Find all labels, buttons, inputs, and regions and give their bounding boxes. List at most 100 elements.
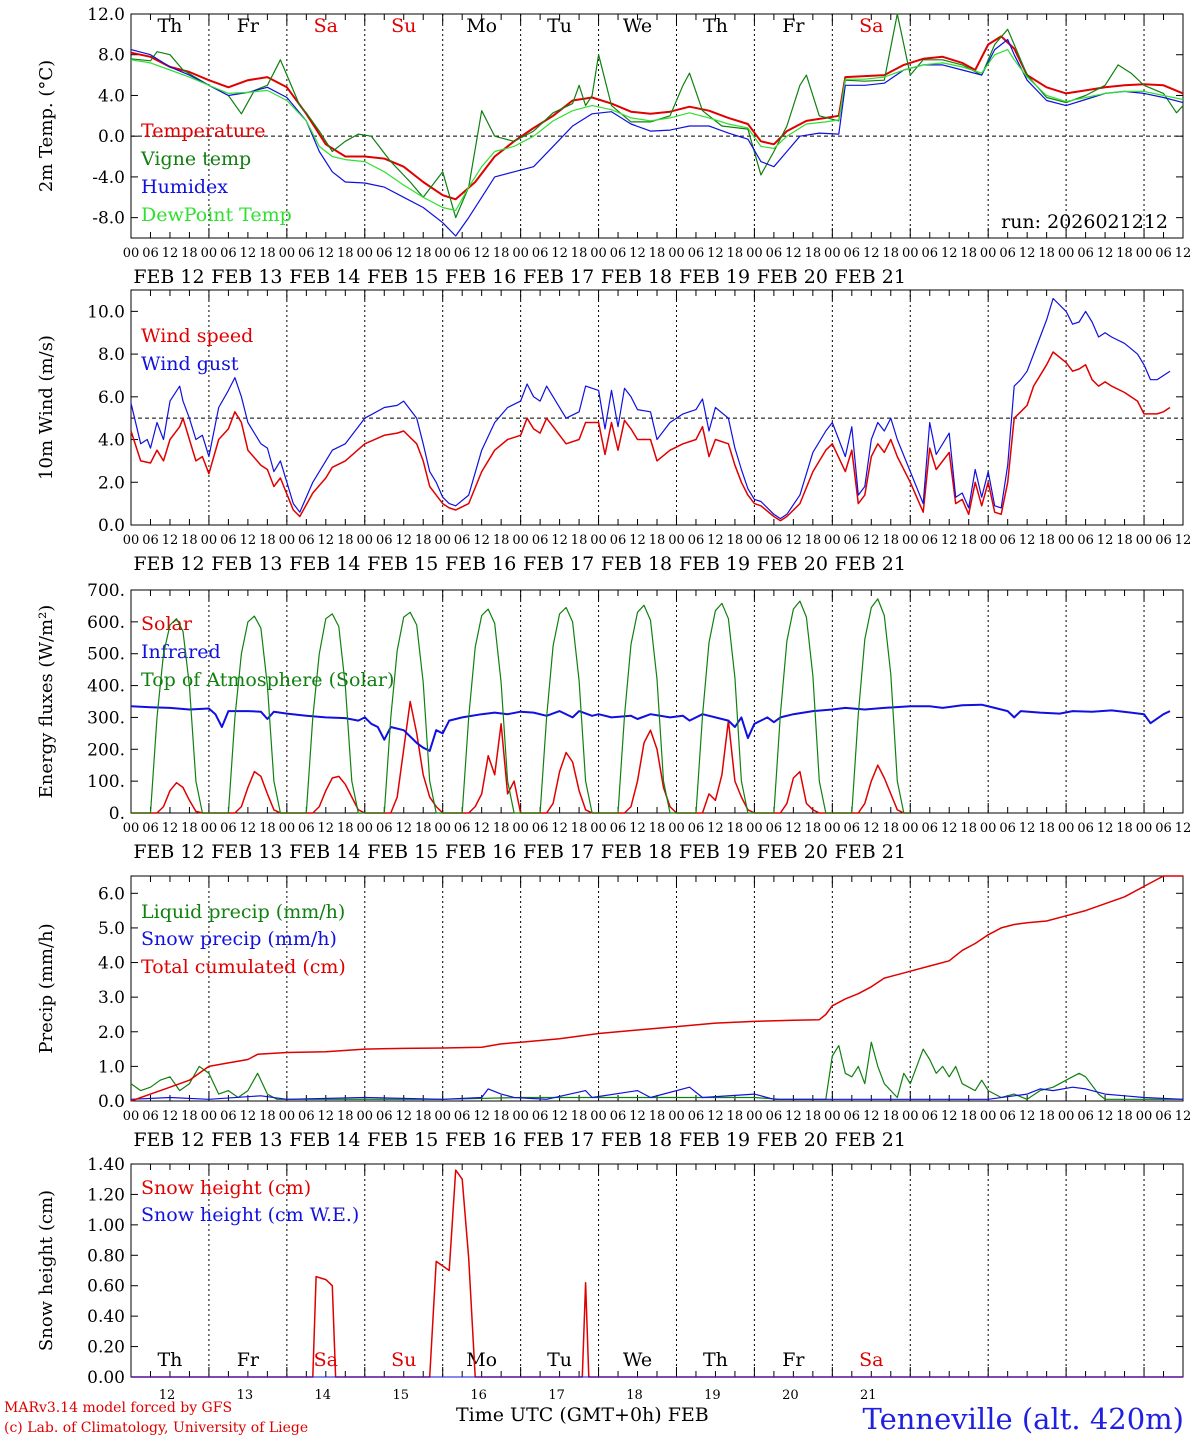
x-hour-label: 00 xyxy=(746,821,763,836)
x-hour-label: 00 xyxy=(279,246,296,261)
weekday-label: Th xyxy=(703,1349,728,1371)
x-day-number: 17 xyxy=(548,1388,565,1403)
x-hour-label: 12 xyxy=(1019,1109,1036,1124)
x-day-number: 13 xyxy=(237,1388,254,1403)
x-date-label: FEB 12 xyxy=(133,266,204,288)
y-tick-label: 200. xyxy=(87,740,125,760)
x-hour-label: 06 xyxy=(142,1109,159,1124)
legend-entry: Snow precip (mm/h) xyxy=(141,928,337,950)
x-hour-label: 06 xyxy=(1155,246,1172,261)
location-title: Tenneville (alt. 420m) xyxy=(862,1402,1185,1436)
x-date-label: FEB 16 xyxy=(445,1129,516,1151)
x-hour-label: 12 xyxy=(1097,533,1114,548)
x-hour-label: 18 xyxy=(415,821,432,836)
x-hour-label: 06 xyxy=(1077,533,1094,548)
y-tick-label: 400. xyxy=(87,677,125,697)
x-hour-label: 18 xyxy=(805,821,822,836)
x-hour-label: 06 xyxy=(376,1109,393,1124)
weekday-label: Th xyxy=(158,1349,183,1371)
y-tick-label: 0.80 xyxy=(87,1246,125,1266)
series-line-snow-height-cm- xyxy=(131,1169,1183,1378)
x-hour-label: 12 xyxy=(941,246,958,261)
x-hour-label: 12 xyxy=(629,246,646,261)
x-date-label: FEB 21 xyxy=(835,841,906,863)
x-hour-label: 18 xyxy=(649,821,666,836)
x-hour-label: 12 xyxy=(240,821,257,836)
x-hour-label: 00 xyxy=(590,1109,607,1124)
x-hour-label: 12 xyxy=(1175,821,1192,836)
y-tick-label: 6.0 xyxy=(98,884,125,904)
x-date-label: FEB 13 xyxy=(211,841,282,863)
y-axis-label: 2m Temp. (°C) xyxy=(36,60,57,192)
weekday-label: Mo xyxy=(466,15,497,37)
x-hour-label: 00 xyxy=(357,246,374,261)
weekday-label: We xyxy=(623,15,652,37)
x-date-label: FEB 16 xyxy=(445,266,516,288)
x-hour-label: 00 xyxy=(1058,821,1075,836)
x-hour-label: 18 xyxy=(337,533,354,548)
x-hour-label: 18 xyxy=(181,533,198,548)
x-hour-label: 06 xyxy=(454,533,471,548)
x-hour-label: 00 xyxy=(902,821,919,836)
x-hour-label: 06 xyxy=(1077,1109,1094,1124)
x-hour-label: 00 xyxy=(980,246,997,261)
x-hour-label: 00 xyxy=(357,1109,374,1124)
x-hour-label: 12 xyxy=(1097,821,1114,836)
x-hour-label: 12 xyxy=(473,1109,490,1124)
x-date-label: FEB 17 xyxy=(523,1129,594,1151)
x-hour-label: 12 xyxy=(551,1109,568,1124)
x-date-label: FEB 14 xyxy=(289,553,360,575)
x-date-label: FEB 13 xyxy=(211,1129,282,1151)
x-hour-label: 12 xyxy=(629,1109,646,1124)
x-day-number: 19 xyxy=(704,1388,721,1403)
x-hour-label: 06 xyxy=(376,533,393,548)
x-hour-label: 00 xyxy=(512,1109,529,1124)
x-hour-label: 00 xyxy=(590,821,607,836)
x-hour-label: 06 xyxy=(376,246,393,261)
x-hour-label: 18 xyxy=(259,1109,276,1124)
x-date-label: FEB 20 xyxy=(757,841,828,863)
x-hour-label: 18 xyxy=(1038,533,1055,548)
x-hour-label: 12 xyxy=(629,533,646,548)
y-tick-label: 8.0 xyxy=(98,46,125,66)
x-hour-label: 12 xyxy=(551,246,568,261)
panel-3-frame xyxy=(130,589,1184,814)
legend-entry: Vigne temp xyxy=(140,148,251,170)
x-hour-label: 06 xyxy=(298,821,315,836)
x-hour-label: 12 xyxy=(707,246,724,261)
x-hour-label: 12 xyxy=(162,821,179,836)
weekday-label: Sa xyxy=(859,1349,883,1371)
x-hour-label: 00 xyxy=(434,1109,451,1124)
x-hour-label: 18 xyxy=(960,246,977,261)
y-tick-label: 8.0 xyxy=(98,345,125,365)
x-hour-label: 12 xyxy=(863,246,880,261)
x-hour-label: 06 xyxy=(766,1109,783,1124)
weekday-label: Sa xyxy=(314,15,338,37)
run-label: run: 2026021212 xyxy=(1001,211,1168,233)
series-line-top-of-atmosphere-solar- xyxy=(131,598,911,814)
x-hour-label: 18 xyxy=(571,1109,588,1124)
x-hour-label: 06 xyxy=(610,533,627,548)
x-date-label: FEB 18 xyxy=(601,553,672,575)
y-tick-label: 6.0 xyxy=(98,388,125,408)
x-hour-label: 06 xyxy=(999,246,1016,261)
x-hour-label: 12 xyxy=(1019,533,1036,548)
x-hour-label: 12 xyxy=(318,533,335,548)
x-hour-label: 18 xyxy=(1038,246,1055,261)
series-line-wind-gust xyxy=(130,297,1171,520)
legend-entry: Wind gust xyxy=(141,353,239,375)
x-hour-label: 18 xyxy=(493,246,510,261)
x-hour-label: 12 xyxy=(162,1109,179,1124)
y-tick-label: 0.60 xyxy=(87,1277,125,1297)
x-hour-label: 06 xyxy=(142,533,159,548)
x-hour-label: 12 xyxy=(551,533,568,548)
x-hour-label: 18 xyxy=(337,1109,354,1124)
x-hour-label: 12 xyxy=(1019,246,1036,261)
x-hour-label: 18 xyxy=(960,533,977,548)
x-hour-label: 06 xyxy=(766,246,783,261)
x-hour-label: 12 xyxy=(395,533,412,548)
x-date-label: FEB 21 xyxy=(835,1129,906,1151)
y-tick-label: -4.0 xyxy=(92,168,125,188)
x-hour-label: 00 xyxy=(746,533,763,548)
